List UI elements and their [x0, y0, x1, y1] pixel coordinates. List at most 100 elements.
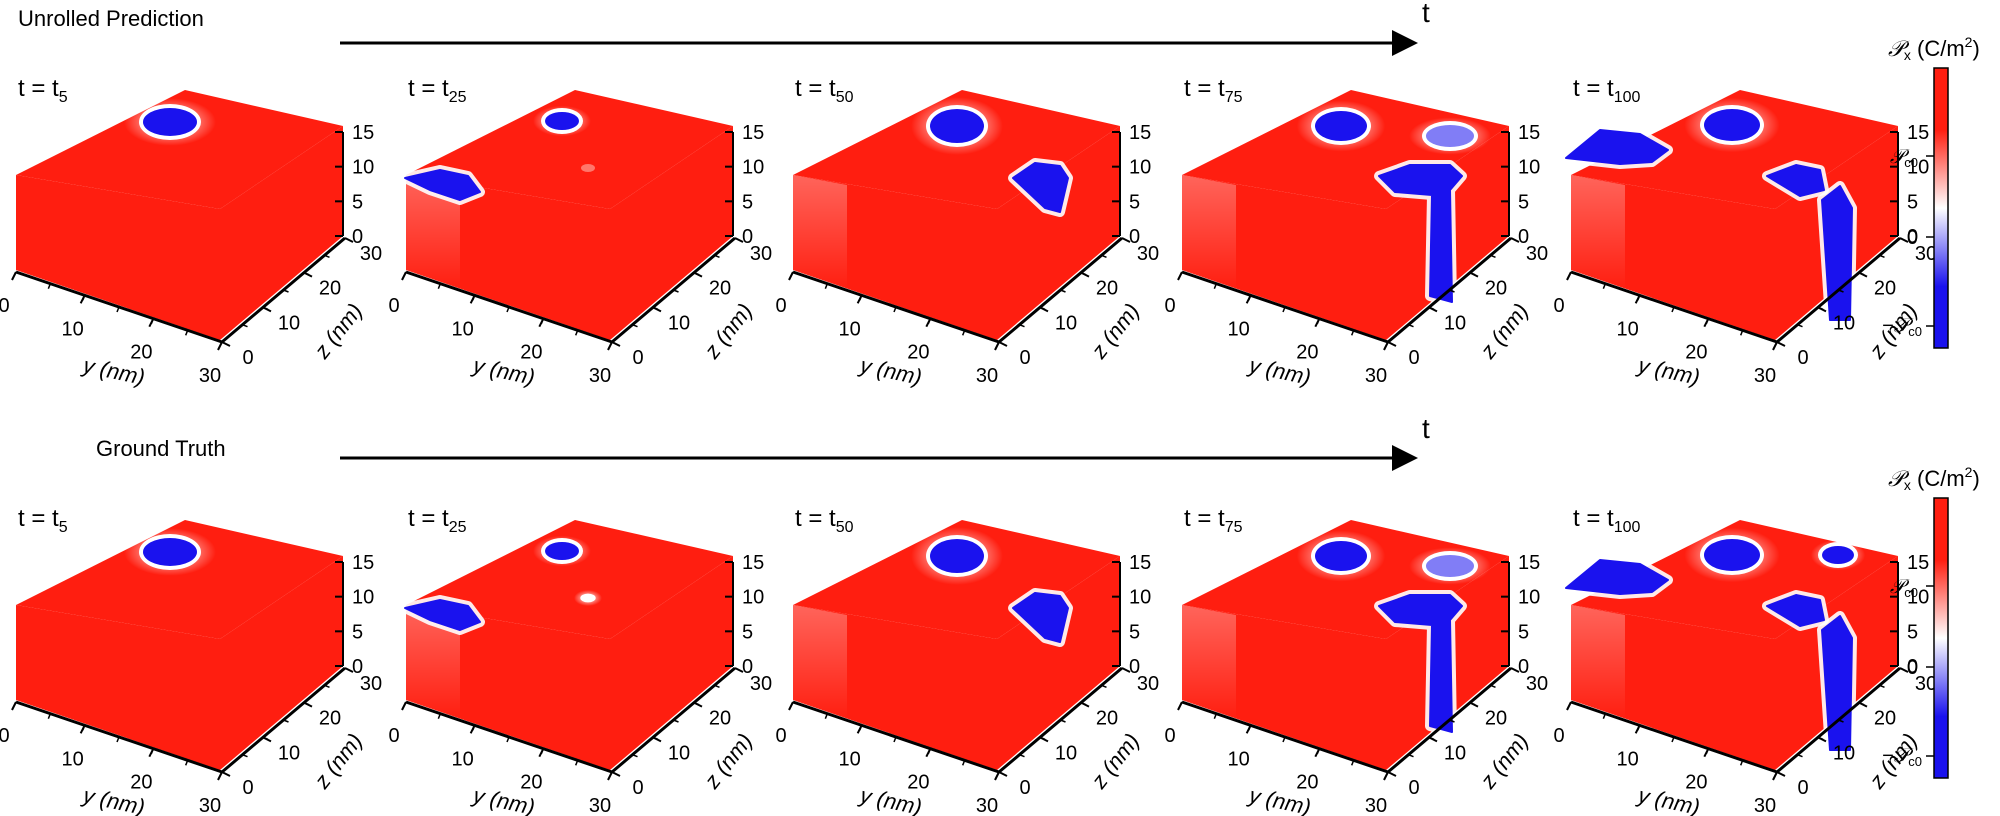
x-tick-label: 0 — [352, 226, 363, 248]
z-minor-tick — [1449, 289, 1455, 293]
z-minor-tick — [1858, 701, 1865, 706]
y-tick-label: 20 — [907, 342, 929, 364]
z-tick-label: 30 — [750, 243, 772, 265]
colorbar-gradient — [1933, 67, 1949, 349]
z-tick-label: 10 — [278, 312, 300, 334]
panel-time-label: t = t100 — [1573, 75, 1640, 106]
z-minor-tick — [1449, 719, 1455, 723]
row-label: Ground Truth — [96, 436, 226, 461]
domain-core — [143, 538, 197, 566]
cube-shading — [406, 605, 460, 720]
panel-time-label: t = t75 — [1184, 505, 1243, 536]
z-minor-tick — [1838, 719, 1844, 723]
polarization-domain — [1766, 594, 1825, 627]
z-minor-tick — [1879, 684, 1885, 689]
y-minor-tick — [1213, 283, 1218, 289]
z-tick-label: 0 — [632, 777, 643, 799]
row-label: Unrolled Prediction — [18, 6, 204, 31]
z-minor-tick — [283, 719, 289, 723]
y-minor-tick — [858, 295, 863, 301]
y-tick — [607, 341, 613, 351]
z-minor-tick — [1858, 271, 1865, 276]
domain-core — [545, 542, 579, 560]
x-tick-label: 0 — [1518, 226, 1529, 248]
z-tick — [734, 237, 744, 243]
z-tick — [221, 771, 231, 777]
z-minor-tick — [1060, 289, 1066, 293]
y-tick — [11, 271, 17, 281]
domain-core — [1704, 109, 1760, 141]
y-minor-tick — [893, 736, 897, 743]
y-tick-label: 20 — [520, 342, 542, 364]
domain-core — [1822, 546, 1854, 564]
polarization-domain — [1766, 164, 1825, 197]
cube-shading — [1571, 605, 1625, 720]
z-tick-label: 10 — [1055, 742, 1077, 764]
z-tick-label: 0 — [1019, 347, 1030, 369]
y-tick — [788, 271, 794, 281]
cube-top-face — [406, 520, 733, 639]
x-tick-label: 15 — [1129, 552, 1151, 574]
z-minor-tick — [652, 736, 659, 741]
z-minor-tick — [283, 289, 289, 293]
panel-time-label: t = t5 — [18, 75, 68, 106]
z-minor-tick — [1019, 753, 1025, 758]
y-tick-label: 30 — [976, 365, 998, 387]
nucleation-spot-core — [580, 593, 596, 603]
z-tick-label: 20 — [319, 708, 341, 730]
x-tick-label: 0 — [1907, 656, 1918, 678]
cube-shading — [1571, 175, 1625, 290]
z-tick — [998, 771, 1008, 777]
y-tick-label: 0 — [775, 295, 786, 317]
z-tick-label: 10 — [1833, 312, 1855, 334]
z-minor-tick — [1797, 753, 1803, 758]
y-tick-label: 20 — [520, 772, 542, 794]
z-tick-label: 30 — [360, 243, 382, 265]
y-minor-tick — [116, 736, 120, 743]
x-tick-label: 10 — [1518, 587, 1540, 609]
z-minor-tick — [1879, 254, 1885, 259]
y-minor-tick — [150, 318, 155, 324]
y-minor-tick — [1636, 725, 1641, 731]
z-tick-label: 20 — [709, 708, 731, 730]
z-tick-label: 30 — [1915, 673, 1937, 695]
y-tick — [1177, 271, 1183, 281]
y-minor-tick — [1602, 713, 1607, 719]
y-tick — [401, 271, 407, 281]
z-minor-tick — [1101, 684, 1107, 689]
x-tick-label: 0 — [352, 656, 363, 678]
y-tick-label: 10 — [1228, 748, 1250, 770]
x-tick-label: 0 — [1129, 656, 1140, 678]
y-tick-label: 30 — [589, 365, 611, 387]
z-tick-label: 0 — [242, 777, 253, 799]
z-minor-tick — [242, 753, 248, 758]
y-tick — [217, 341, 223, 351]
z-minor-tick — [1039, 306, 1046, 311]
z-tick-label: 20 — [1096, 708, 1118, 730]
z-tick — [344, 667, 354, 673]
z-tick — [611, 771, 621, 777]
cube-top-face — [406, 90, 733, 209]
domain-core — [1315, 111, 1367, 141]
z-axis-title: z (nm) — [1086, 729, 1145, 794]
colorbar-tick-mid: 0 — [1907, 657, 1918, 679]
domain-core — [1315, 541, 1367, 571]
y-minor-tick — [184, 330, 189, 336]
z-minor-tick — [693, 701, 700, 706]
y-tick-label: 30 — [199, 795, 221, 816]
x-tick-label: 5 — [742, 191, 753, 213]
polarization-domain — [1565, 129, 1669, 165]
z-tick-label: 20 — [1485, 708, 1507, 730]
cube-shading — [1182, 175, 1236, 290]
y-tick-label: 10 — [62, 318, 84, 340]
y-minor-tick — [47, 713, 52, 719]
y-tick-label: 20 — [1296, 342, 1318, 364]
y-minor-tick — [1316, 748, 1321, 754]
z-minor-tick — [242, 323, 248, 328]
z-tick-label: 0 — [1797, 777, 1808, 799]
y-tick — [1772, 771, 1778, 781]
